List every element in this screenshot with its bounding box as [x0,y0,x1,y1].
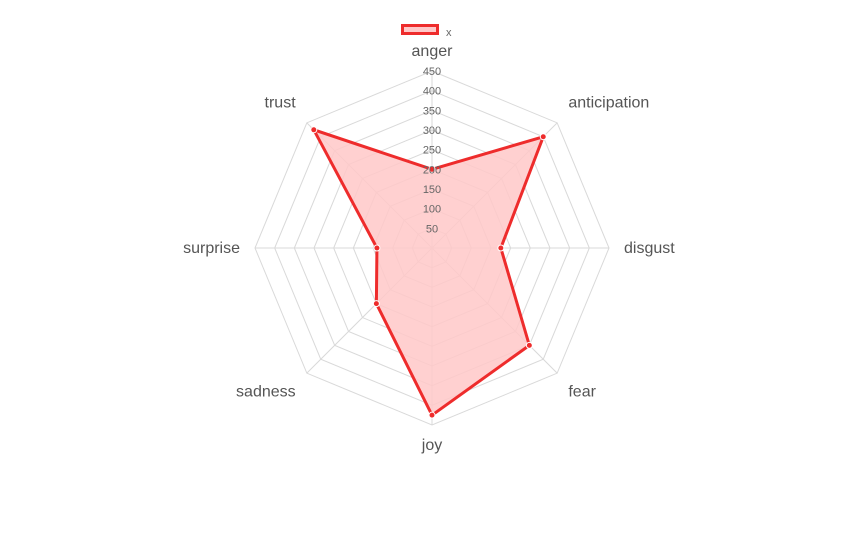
data-point[interactable] [372,300,380,308]
axis-label-joy: joy [421,437,442,454]
tick-label: 400 [423,86,441,98]
data-point[interactable] [525,341,533,349]
tick-labels: 50 100 150 200 250 300 350 400 450 [423,66,441,235]
tick-label: 150 [423,184,441,196]
axis-label-disgust: disgust [624,240,675,257]
data-point[interactable] [539,133,547,141]
legend-label: x [446,27,452,39]
axis-label-anticipation: anticipation [568,95,649,112]
tick-label: 300 [423,125,441,137]
axis-label-surprise: surprise [183,240,240,257]
legend-swatch[interactable] [401,24,439,35]
series-layer [310,126,547,419]
axis-label-anger: anger [412,43,454,60]
tick-label: 250 [423,145,441,157]
data-point[interactable] [428,411,436,419]
axis-label-fear: fear [568,383,596,400]
tick-label: 100 [423,204,441,216]
tick-label: 350 [423,105,441,117]
axis-labels: anger anticipation disgust fear joy sadness su… [183,43,675,454]
data-point[interactable] [310,126,318,134]
tick-label: 50 [426,223,438,235]
axis-label-sadness: sadness [236,383,296,400]
tick-label: 200 [423,164,441,176]
data-point[interactable] [497,244,505,252]
data-point[interactable] [373,244,381,252]
data-point[interactable] [428,165,436,173]
axis-label-trust: trust [265,95,297,112]
tick-label: 450 [423,66,441,78]
